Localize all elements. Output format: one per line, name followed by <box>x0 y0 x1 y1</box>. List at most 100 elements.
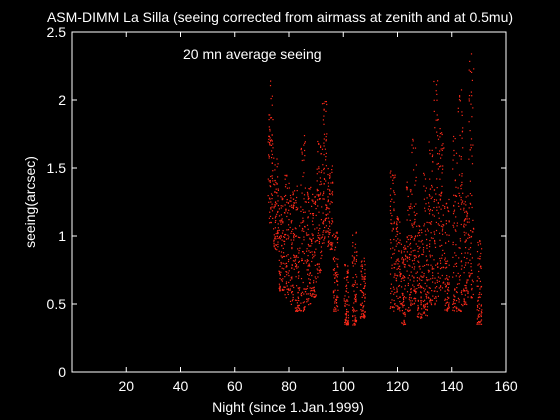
seeing-point <box>307 217 309 219</box>
seeing-point <box>275 215 277 217</box>
seeing-point <box>471 155 473 157</box>
seeing-point <box>458 99 461 101</box>
seeing-point <box>436 187 438 189</box>
seeing-point <box>300 206 302 208</box>
seeing-point <box>301 258 303 260</box>
seeing-point <box>361 267 363 269</box>
seeing-point <box>291 204 293 206</box>
seeing-point <box>334 260 336 262</box>
seeing-point <box>417 299 419 301</box>
seeing-point <box>404 311 406 314</box>
seeing-point <box>353 323 355 325</box>
seeing-point <box>444 257 446 259</box>
seeing-point <box>418 225 420 227</box>
seeing-point <box>460 156 462 158</box>
seeing-point <box>307 193 309 195</box>
seeing-point <box>393 208 395 210</box>
seeing-point <box>314 196 316 198</box>
seeing-point <box>455 230 457 232</box>
seeing-point <box>301 192 303 194</box>
seeing-point <box>419 285 422 287</box>
seeing-point <box>361 265 364 267</box>
seeing-point <box>404 254 407 256</box>
seeing-point <box>308 197 310 199</box>
seeing-point <box>303 239 305 241</box>
seeing-point <box>422 265 424 267</box>
seeing-point <box>268 217 270 219</box>
seeing-point <box>426 315 428 317</box>
seeing-point <box>308 263 310 265</box>
seeing-point <box>287 238 289 240</box>
seeing-point <box>312 234 314 237</box>
seeing-point <box>417 300 419 302</box>
seeing-point <box>469 247 472 249</box>
seeing-point <box>411 303 413 305</box>
seeing-point <box>285 210 287 212</box>
seeing-point <box>288 219 290 221</box>
seeing-point <box>446 206 448 208</box>
seeing-point <box>394 292 396 294</box>
seeing-point <box>301 243 303 245</box>
seeing-point <box>403 276 405 278</box>
seeing-point <box>294 299 297 301</box>
seeing-point <box>444 283 446 285</box>
seeing-point <box>477 241 479 244</box>
seeing-point <box>334 236 336 239</box>
seeing-point <box>344 305 346 307</box>
seeing-point <box>291 248 293 250</box>
seeing-point <box>286 265 288 267</box>
seeing-point <box>393 252 395 255</box>
seeing-point <box>361 260 363 262</box>
seeing-point <box>423 311 425 313</box>
seeing-point <box>414 147 417 149</box>
seeing-point <box>419 225 421 228</box>
seeing-point <box>301 227 304 230</box>
seeing-point <box>444 206 446 208</box>
seeing-point <box>334 277 336 279</box>
seeing-point <box>445 220 447 222</box>
seeing-point <box>469 180 471 182</box>
seeing-point <box>330 242 332 244</box>
seeing-point <box>291 230 293 232</box>
seeing-point <box>303 144 305 146</box>
seeing-point <box>332 242 334 244</box>
seeing-point <box>469 276 471 278</box>
seeing-point <box>480 311 482 313</box>
seeing-point <box>312 214 314 216</box>
seeing-point <box>295 265 297 267</box>
seeing-point <box>303 211 305 213</box>
seeing-point <box>435 147 437 149</box>
seeing-point <box>410 205 412 207</box>
seeing-point <box>292 228 294 230</box>
seeing-point <box>280 279 282 281</box>
seeing-point <box>347 324 349 326</box>
seeing-point <box>432 214 434 216</box>
seeing-point <box>424 305 426 307</box>
seeing-point <box>408 256 410 258</box>
seeing-point <box>437 223 439 225</box>
seeing-point <box>332 182 334 184</box>
seeing-point <box>277 223 279 225</box>
seeing-point <box>422 249 424 251</box>
seeing-point <box>439 239 441 241</box>
seeing-point <box>466 289 468 291</box>
seeing-point <box>421 253 423 255</box>
seeing-point <box>401 310 403 312</box>
seeing-point <box>312 287 314 289</box>
seeing-point <box>364 311 366 313</box>
seeing-point <box>331 201 333 204</box>
seeing-point <box>448 282 450 284</box>
seeing-point <box>437 272 439 274</box>
seeing-point <box>317 269 319 271</box>
seeing-point <box>364 311 366 313</box>
seeing-point <box>407 195 409 198</box>
seeing-point <box>327 244 330 246</box>
seeing-point <box>298 289 300 291</box>
seeing-point <box>303 288 305 290</box>
seeing-point <box>273 242 275 244</box>
seeing-point <box>270 175 272 178</box>
seeing-point <box>364 284 366 287</box>
seeing-point <box>419 268 421 270</box>
seeing-point <box>309 188 311 190</box>
seeing-point <box>412 226 414 228</box>
